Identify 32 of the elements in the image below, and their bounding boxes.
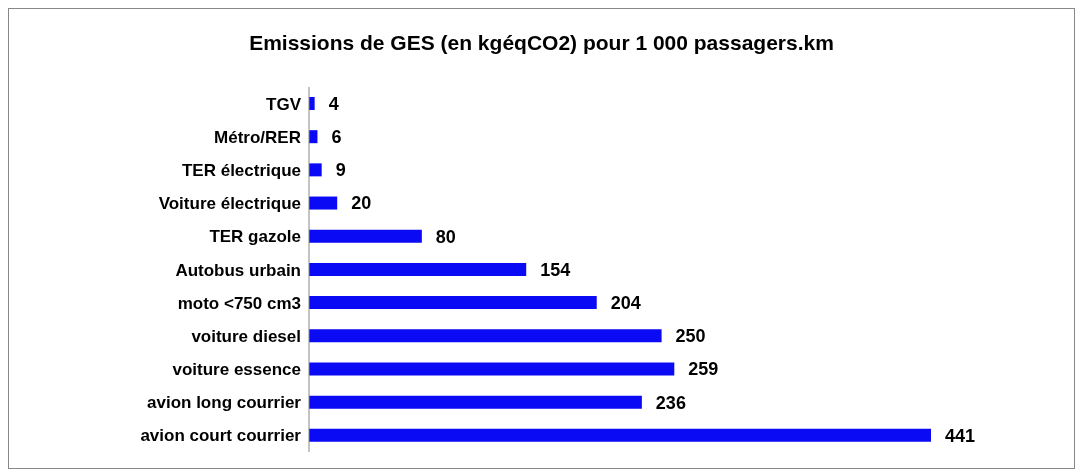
data-label: 80	[435, 226, 456, 247]
data-label: 236	[655, 392, 686, 413]
data-label: 9	[335, 160, 346, 181]
bar	[309, 296, 597, 310]
bar	[309, 395, 642, 409]
y-tick-label: TGV	[266, 94, 302, 114]
bar	[309, 163, 322, 177]
bar	[309, 329, 662, 343]
y-tick-label: Voiture électrique	[158, 194, 301, 214]
data-label: 441	[945, 425, 976, 446]
data-label: 4	[328, 93, 339, 114]
y-tick-label: Métro/RER	[214, 127, 301, 147]
bar	[309, 196, 338, 210]
data-label: 154	[540, 259, 571, 280]
data-label: 259	[688, 359, 719, 380]
y-tick-label: moto <750 cm3	[177, 293, 301, 313]
y-tick-label: TER électrique	[181, 160, 301, 180]
bar	[309, 428, 931, 442]
y-tick-label: TER gazole	[209, 227, 301, 247]
y-tick-label: avion court courrier	[140, 426, 302, 446]
data-label: 6	[331, 127, 342, 148]
y-tick-label: Autobus urbain	[175, 260, 301, 280]
y-tick-label: voiture diesel	[191, 326, 301, 346]
bar	[309, 229, 422, 243]
data-label: 204	[610, 292, 641, 313]
bar	[309, 362, 675, 376]
bar	[309, 262, 527, 276]
chart-title: Emissions de GES (en kgéqCO2) pour 1 000 passagers.km	[248, 31, 835, 55]
y-tick-label: voiture essence	[172, 360, 301, 380]
data-label: 250	[675, 326, 706, 347]
y-tick-label: avion long courrier	[147, 393, 302, 413]
data-label: 20	[351, 193, 372, 214]
